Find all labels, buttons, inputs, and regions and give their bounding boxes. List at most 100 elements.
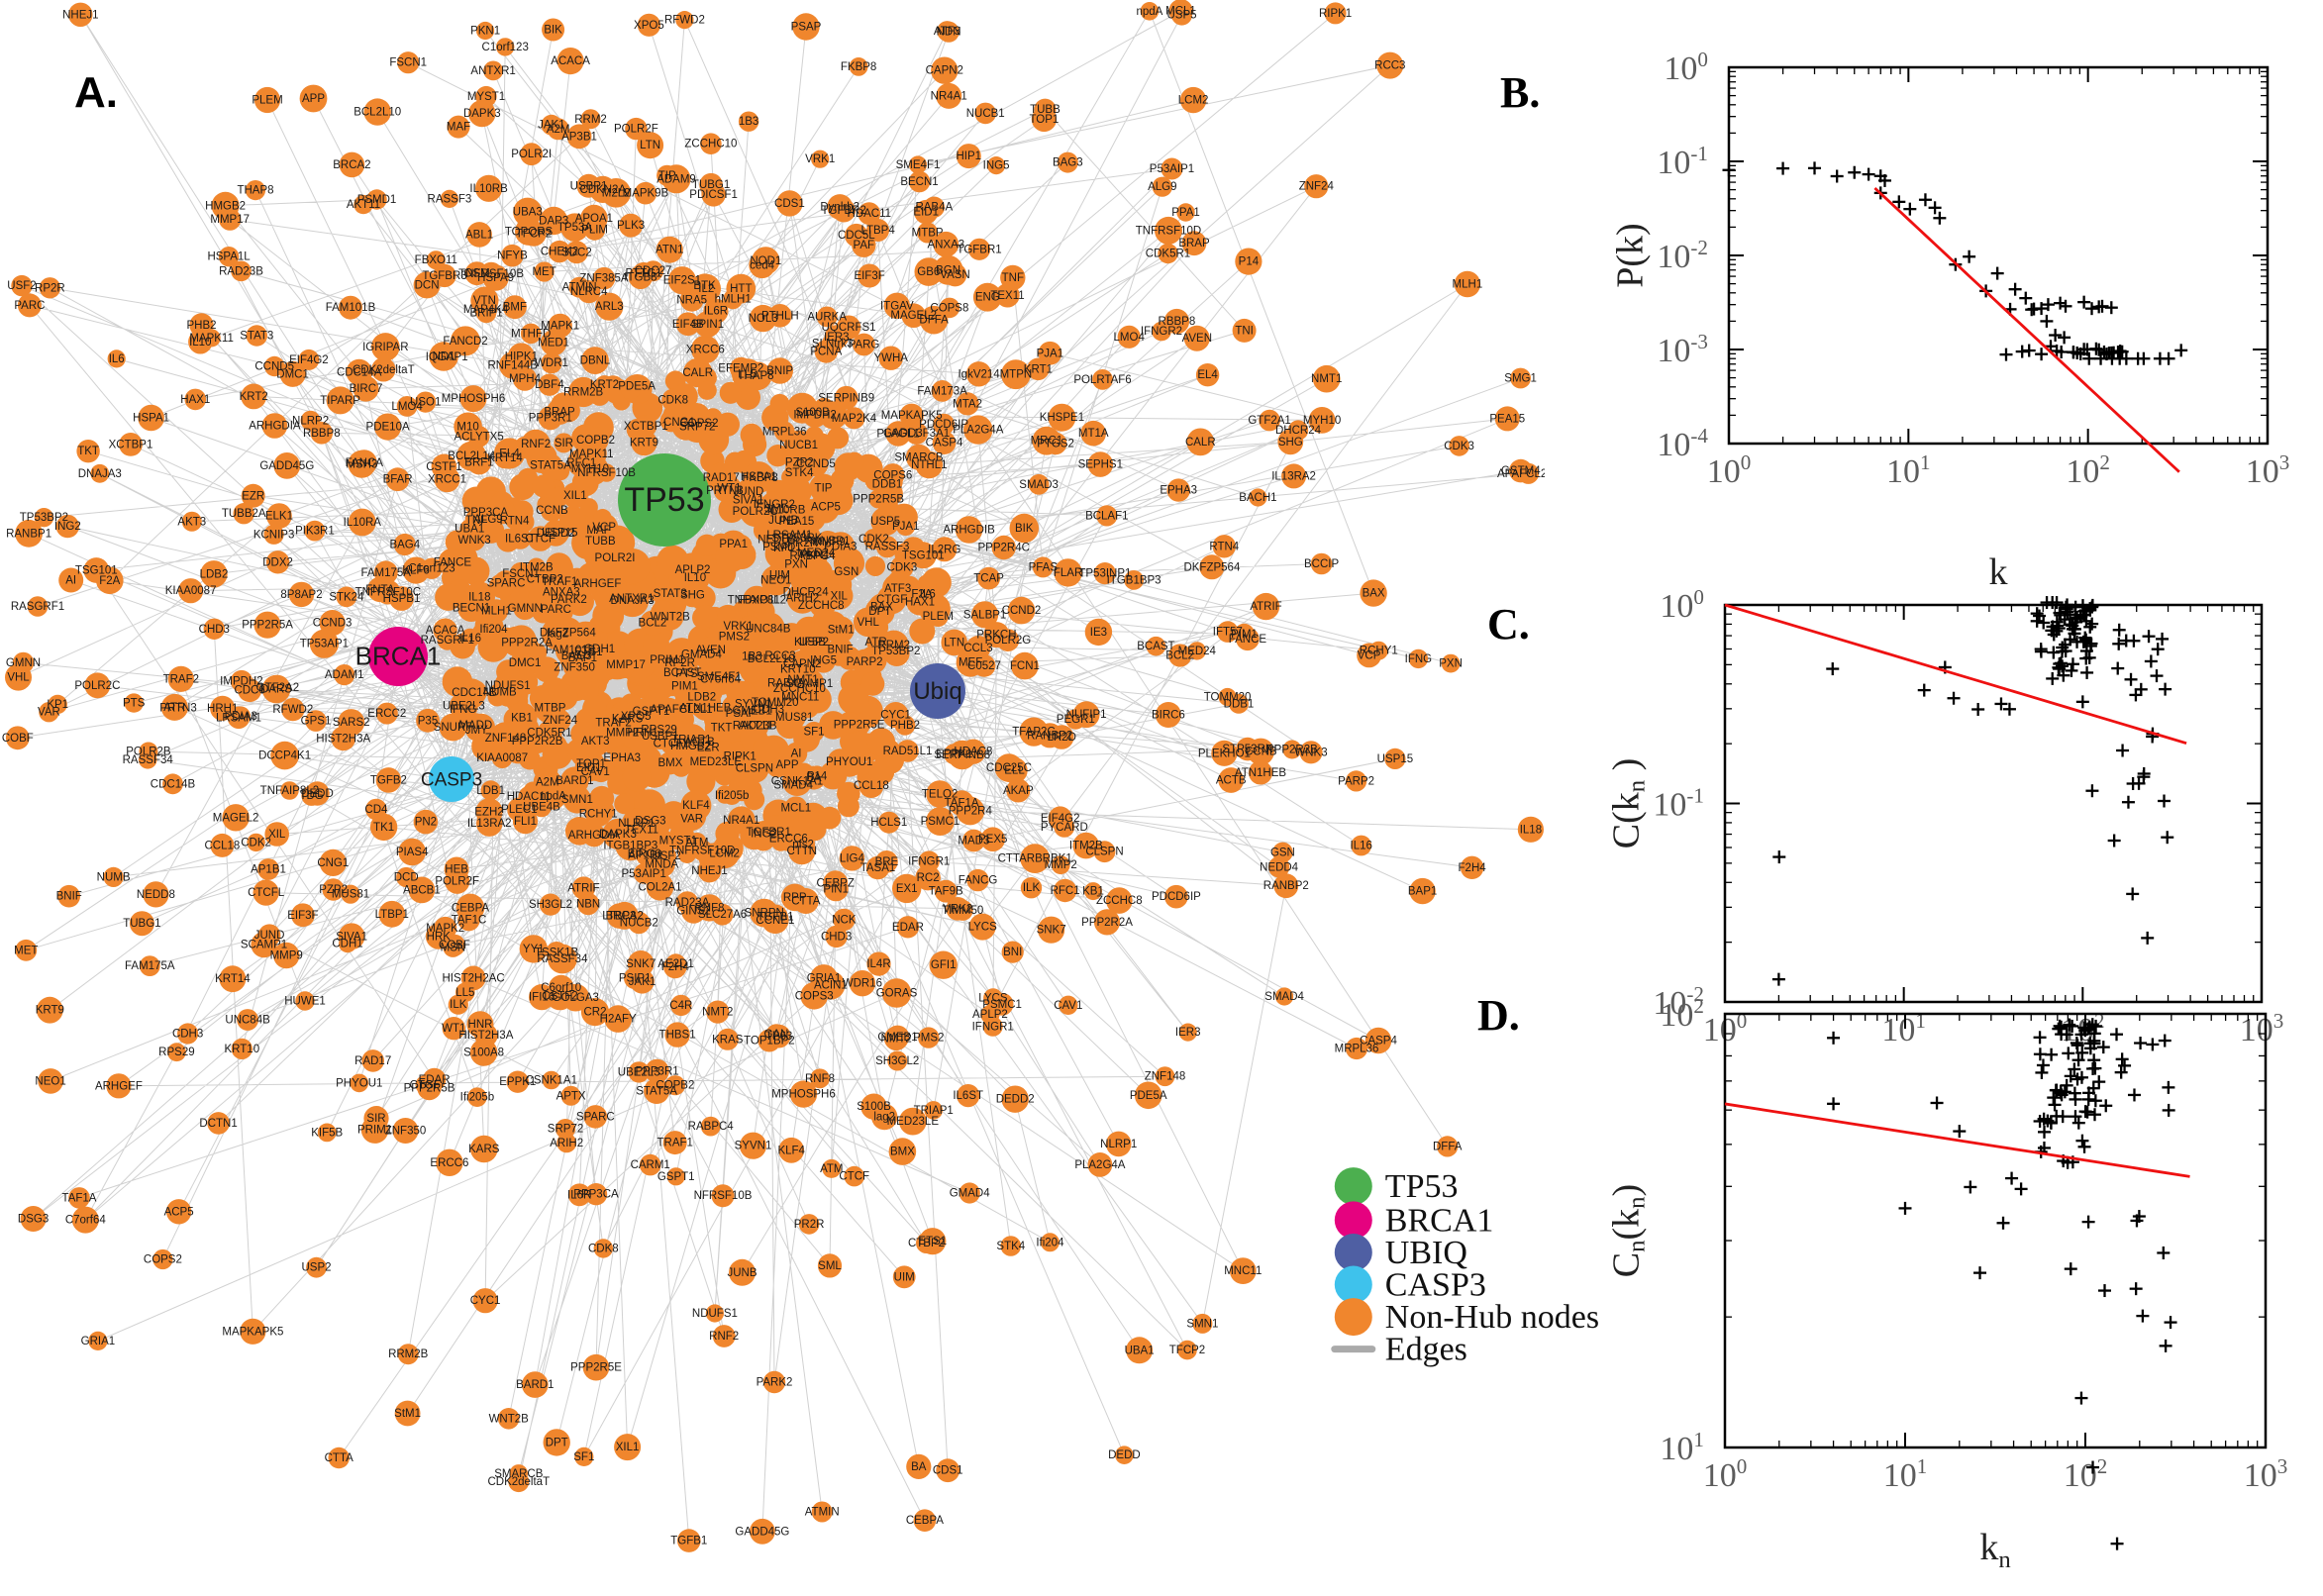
svg-text:ARHGDIA: ARHGDIA — [249, 421, 301, 433]
svg-text:EZH2: EZH2 — [474, 806, 503, 818]
svg-text:XRCC6: XRCC6 — [686, 344, 725, 355]
svg-text:ACACA: ACACA — [426, 625, 465, 637]
svg-text:LTBP4: LTBP4 — [860, 225, 895, 237]
svg-text:FANCE: FANCE — [1229, 634, 1267, 646]
svg-text:ZCCHC10: ZCCHC10 — [684, 139, 737, 150]
svg-text:KLF4: KLF4 — [777, 1145, 805, 1156]
svg-text:IL6R: IL6R — [704, 306, 728, 318]
svg-text:PPA1: PPA1 — [1171, 207, 1200, 219]
svg-text:RFWD2: RFWD2 — [664, 15, 705, 27]
svg-text:RC2: RC2 — [917, 872, 940, 884]
svg-text:NHEJ1: NHEJ1 — [62, 9, 98, 21]
svg-text:YWHA: YWHA — [873, 352, 908, 364]
svg-text:APTX: APTX — [556, 1090, 586, 1102]
svg-text:ATF3: ATF3 — [934, 26, 960, 38]
svg-text:MMP2: MMP2 — [1045, 859, 1077, 871]
svg-text:NOL3: NOL3 — [749, 313, 778, 325]
svg-text:PEA15: PEA15 — [778, 516, 814, 528]
svg-text:EIF4B: EIF4B — [672, 319, 704, 331]
svg-text:CAPN2: CAPN2 — [926, 65, 963, 77]
svg-text:TELO2: TELO2 — [922, 789, 958, 801]
svg-text:IL6: IL6 — [109, 353, 125, 365]
svg-text:POLR2F: POLR2F — [435, 876, 479, 888]
svg-text:GMNN: GMNN — [6, 657, 41, 669]
svg-text:PZP2: PZP2 — [319, 884, 348, 896]
svg-text:ARIH2: ARIH2 — [550, 1138, 583, 1149]
svg-text:RPP: RPP — [783, 892, 807, 904]
svg-text:VRK1: VRK1 — [805, 153, 835, 165]
svg-text:LCM2: LCM2 — [1178, 95, 1209, 107]
svg-text:CCND5: CCND5 — [254, 361, 294, 373]
svg-text:UIM: UIM — [769, 569, 790, 581]
svg-text:UBA1: UBA1 — [454, 524, 484, 536]
svg-text:CDK5R1: CDK5R1 — [1146, 249, 1190, 260]
svg-text:NLRP1: NLRP1 — [1100, 1139, 1137, 1150]
svg-text:PIAS4: PIAS4 — [396, 847, 429, 858]
svg-text:XIL1: XIL1 — [616, 1442, 640, 1453]
svg-text:CDK2: CDK2 — [858, 534, 889, 546]
svg-text:PSMD1: PSMD1 — [357, 194, 397, 206]
svg-text:CAV1: CAV1 — [1054, 1000, 1082, 1012]
svg-text:KRAS: KRAS — [712, 1034, 744, 1046]
svg-text:IL2RG: IL2RG — [928, 544, 960, 555]
svg-text:KRT14: KRT14 — [215, 973, 251, 985]
svg-text:CCL18: CCL18 — [204, 840, 240, 851]
svg-text:ANTXR1: ANTXR1 — [609, 593, 654, 605]
svg-text:PPA1: PPA1 — [719, 539, 748, 550]
svg-text:RNF2: RNF2 — [521, 439, 551, 450]
svg-text:CSNK1A1: CSNK1A1 — [771, 776, 823, 788]
svg-text:HDAC8: HDAC8 — [954, 747, 992, 758]
svg-text:TOMM20: TOMM20 — [752, 697, 799, 709]
svg-text:HCLS1: HCLS1 — [870, 817, 907, 829]
svg-text:CDK2deltaT: CDK2deltaT — [487, 1476, 550, 1488]
svg-text:PPP2R5A: PPP2R5A — [242, 620, 293, 632]
svg-text:USP2: USP2 — [301, 1262, 331, 1274]
svg-text:PDE10A: PDE10A — [366, 422, 410, 434]
svg-text:POLR2C: POLR2C — [74, 680, 120, 692]
svg-text:EPHA3: EPHA3 — [1160, 485, 1197, 497]
svg-text:IER3: IER3 — [1175, 1027, 1201, 1039]
svg-text:PARP2: PARP2 — [1338, 775, 1374, 787]
svg-text:PLEM: PLEM — [923, 611, 954, 623]
svg-text:BACH1: BACH1 — [1239, 492, 1276, 504]
svg-text:KHSPE1: KHSPE1 — [1040, 412, 1084, 424]
svg-text:LTN: LTN — [944, 637, 964, 648]
svg-text:ABL1: ABL1 — [465, 229, 493, 241]
svg-text:BRAP: BRAP — [1178, 238, 1210, 249]
svg-text:D.: D. — [1477, 991, 1520, 1040]
svg-text:PLA2G4A: PLA2G4A — [953, 425, 1003, 437]
svg-text:A.: A. — [74, 68, 118, 117]
svg-text:CALR: CALR — [682, 367, 713, 379]
svg-text:TEX11: TEX11 — [990, 290, 1024, 302]
svg-text:LTBP3: LTBP3 — [602, 911, 636, 923]
svg-text:PJA1: PJA1 — [1037, 348, 1064, 359]
svg-text:CCND2: CCND2 — [1002, 605, 1042, 617]
svg-text:DCCP4K1: DCCP4K1 — [258, 750, 311, 762]
svg-text:FLI1: FLI1 — [514, 816, 537, 828]
svg-text:TKT: TKT — [77, 446, 99, 457]
svg-text:IFNGR1: IFNGR1 — [908, 856, 950, 868]
svg-text:TRIAP1: TRIAP1 — [914, 1105, 954, 1117]
svg-text:JUND: JUND — [254, 930, 285, 942]
svg-text:APP: APP — [302, 93, 325, 105]
svg-text:IFNGR1: IFNGR1 — [972, 1021, 1014, 1033]
svg-text:RNF8: RNF8 — [805, 1073, 835, 1085]
svg-text:MTA2: MTA2 — [953, 398, 982, 410]
svg-text:PRKCH: PRKCH — [976, 630, 1016, 642]
svg-text:Ifi204: Ifi204 — [479, 624, 508, 636]
svg-text:MAPK11: MAPK11 — [189, 333, 234, 345]
svg-text:WDR1: WDR1 — [535, 357, 568, 369]
svg-text:COPS2: COPS2 — [144, 1254, 182, 1266]
svg-text:TNI: TNI — [1235, 325, 1254, 337]
svg-text:CYC1: CYC1 — [880, 710, 911, 722]
svg-text:TRIAP1: TRIAP1 — [671, 735, 711, 747]
svg-text:CLSPN: CLSPN — [1085, 847, 1123, 858]
svg-text:SH3GL2: SH3GL2 — [529, 899, 572, 911]
svg-text:BIK: BIK — [1015, 523, 1034, 535]
svg-text:MMP9: MMP9 — [270, 950, 303, 962]
svg-text:TIP: TIP — [815, 482, 833, 494]
svg-text:ITGAV: ITGAV — [880, 300, 914, 312]
svg-text:MAF: MAF — [586, 525, 610, 537]
svg-text:RAD51L1: RAD51L1 — [883, 746, 933, 757]
svg-text:MCL1: MCL1 — [1165, 6, 1196, 18]
